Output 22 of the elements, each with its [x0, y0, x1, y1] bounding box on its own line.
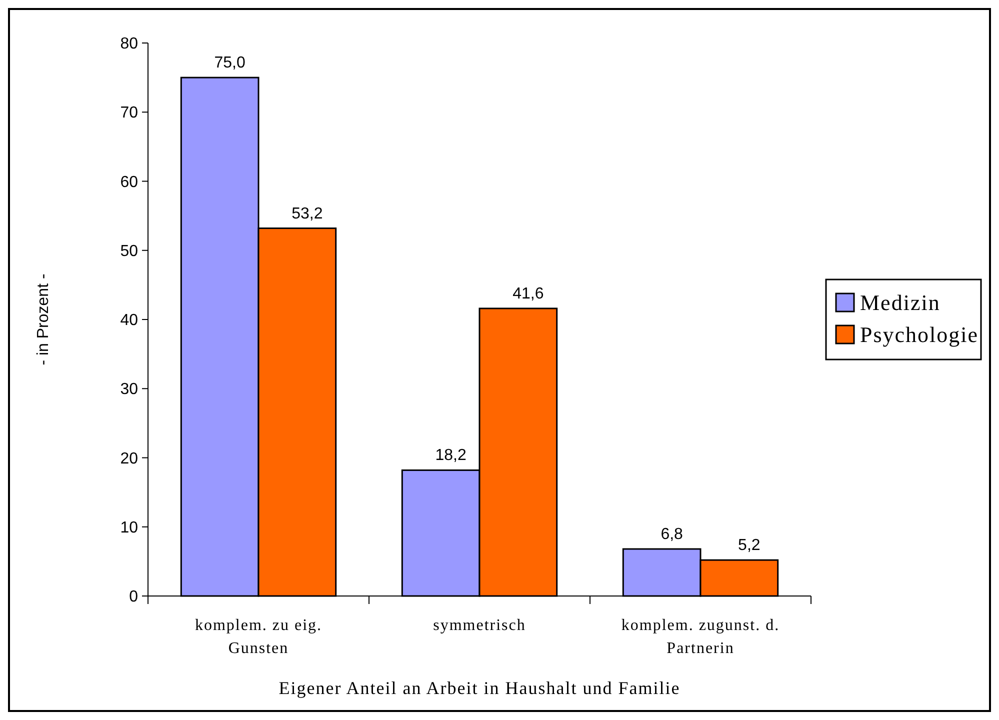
y-tick-label: 10: [120, 519, 138, 536]
data-label: 5,2: [738, 537, 760, 554]
x-axis-title: Eigener Anteil an Arbeit in Haushalt und Familie: [278, 678, 680, 698]
data-label: 6,8: [660, 526, 684, 543]
data-label: 53,2: [292, 205, 323, 222]
legend-label: Medizin: [860, 290, 940, 316]
y-tick-label: 50: [120, 242, 138, 260]
data-label: 41,6: [512, 285, 544, 302]
y-tick-label: 60: [120, 174, 138, 191]
y-tick-label: 40: [120, 312, 138, 330]
legend-label: Psychologie: [860, 322, 979, 348]
data-label: 18,2: [435, 447, 466, 464]
y-tick-label: 30: [120, 381, 138, 398]
data-label: 75,0: [214, 54, 246, 72]
x-tick-label: komplem. zugunst. d. Partnerin: [621, 617, 780, 657]
y-tick-label: 70: [120, 104, 138, 122]
y-axis-title: - in Prozent -: [35, 274, 52, 366]
x-tick-label: symmetrisch: [433, 617, 526, 634]
y-tick-label: 80: [120, 36, 138, 53]
y-tick-label: 0: [129, 588, 138, 606]
y-tick-label: 20: [120, 450, 138, 468]
x-tick-label: komplem. zu eig. Gunsten: [194, 617, 322, 657]
